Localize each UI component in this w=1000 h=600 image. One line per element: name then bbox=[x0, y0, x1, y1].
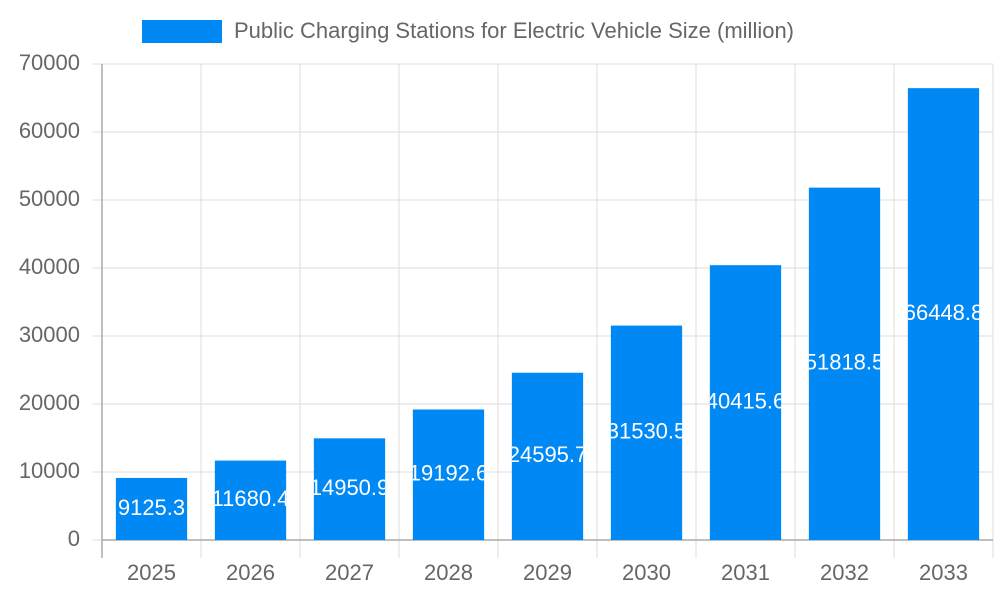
data-label: 51818.5 bbox=[805, 350, 885, 375]
data-label: 24595.7 bbox=[508, 442, 588, 467]
y-tick-label: 10000 bbox=[19, 458, 80, 483]
data-label: 14950.9 bbox=[310, 475, 390, 500]
bar bbox=[115, 477, 188, 540]
y-tick-label: 50000 bbox=[19, 186, 80, 211]
bar bbox=[313, 438, 386, 540]
data-label: 19192.6 bbox=[409, 461, 489, 486]
bar bbox=[511, 372, 584, 540]
data-label: 66448.8 bbox=[904, 300, 984, 325]
bar bbox=[610, 325, 683, 540]
x-tick-label: 2033 bbox=[919, 560, 968, 585]
legend-swatch bbox=[142, 20, 222, 43]
y-tick-label: 60000 bbox=[19, 118, 80, 143]
bar bbox=[709, 265, 782, 540]
y-tick-label: 70000 bbox=[19, 50, 80, 75]
x-tick-label: 2031 bbox=[721, 560, 770, 585]
x-tick-label: 2030 bbox=[622, 560, 671, 585]
bar bbox=[412, 409, 485, 540]
bar bbox=[214, 460, 287, 540]
data-label: 31530.5 bbox=[607, 419, 687, 444]
x-tick-label: 2025 bbox=[127, 560, 176, 585]
data-label: 40415.6 bbox=[706, 388, 786, 413]
y-tick-label: 20000 bbox=[19, 390, 80, 415]
y-tick-label: 30000 bbox=[19, 322, 80, 347]
bar bbox=[907, 88, 980, 540]
x-tick-label: 2026 bbox=[226, 560, 275, 585]
legend-label: Public Charging Stations for Electric Ve… bbox=[234, 18, 794, 43]
x-tick-label: 2029 bbox=[523, 560, 572, 585]
x-tick-label: 2032 bbox=[820, 560, 869, 585]
data-label: 9125.3 bbox=[118, 495, 185, 520]
x-tick-label: 2027 bbox=[325, 560, 374, 585]
x-tick-label: 2028 bbox=[424, 560, 473, 585]
y-tick-label: 40000 bbox=[19, 254, 80, 279]
data-label: 11680.4 bbox=[212, 486, 290, 511]
y-tick-label: 0 bbox=[68, 526, 80, 551]
bar bbox=[808, 187, 881, 540]
